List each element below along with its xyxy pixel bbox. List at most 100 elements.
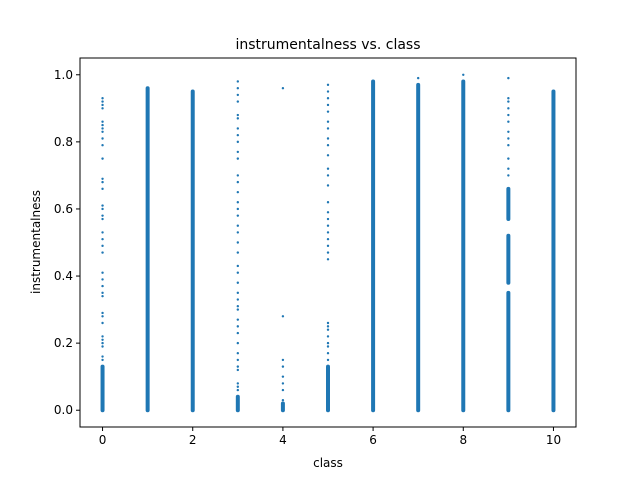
class-0-point-12	[101, 278, 104, 281]
class-4-point-2	[281, 382, 285, 385]
class-3-point-14	[236, 291, 240, 295]
class-3-point-5	[236, 358, 240, 362]
class-0-point-16	[101, 237, 104, 241]
class-0-point-23	[101, 180, 104, 184]
class-3-point-13	[236, 298, 240, 301]
class-3-point-34	[236, 113, 240, 117]
class-5-point-19	[326, 167, 330, 170]
class-3-point-17	[236, 264, 240, 268]
class-3-point-37	[236, 86, 240, 90]
class-9-point-10	[507, 97, 510, 100]
class-0-point-18	[101, 217, 104, 221]
class-0-point-25	[101, 157, 104, 160]
y-tick-label: 0.6	[54, 202, 73, 216]
x-axis: 0 2 4 6 8 10	[99, 427, 561, 447]
class-4-point-6	[281, 315, 285, 318]
y-tick-label: 0.4	[54, 269, 73, 283]
class-5-point-4	[326, 335, 330, 338]
x-tick-label: 0	[99, 433, 107, 447]
class-0-point-0	[101, 358, 104, 362]
x-axis-label: class	[313, 456, 343, 470]
class-4-point-0	[281, 398, 285, 402]
class-3-point-32	[236, 127, 240, 130]
class-0-point-19	[101, 214, 104, 217]
class-9-point-1	[507, 167, 510, 170]
class-3-point-30	[236, 140, 240, 144]
class-3-point-24	[236, 201, 240, 204]
class-3-point-25	[236, 190, 240, 194]
class-5-point-14	[326, 217, 330, 221]
class-3-point-10	[236, 318, 240, 321]
y-tick-label: 0.8	[54, 135, 73, 149]
class-0-point-35	[101, 97, 104, 100]
y-tick-label: 0.2	[54, 336, 73, 350]
class-8-point-0	[462, 73, 465, 76]
class-9-point-8	[507, 107, 510, 110]
class-5-point-7	[326, 321, 330, 325]
chart-title: instrumentalness vs. class	[235, 37, 420, 53]
plot-frame	[79, 57, 577, 428]
class-5-point-12	[326, 231, 330, 234]
class-5-point-10	[326, 244, 330, 248]
class-0-point-10	[101, 291, 104, 295]
class-3-point-12	[236, 305, 240, 308]
class-3-point-6	[236, 352, 240, 355]
class-3-point-20	[236, 231, 240, 234]
class-0-point-29	[101, 127, 104, 130]
y-tick-label: 1.0	[54, 68, 73, 82]
class-0-point-21	[101, 204, 104, 207]
y-tick-label: 0.0	[54, 403, 73, 417]
class-5-point-15	[326, 211, 330, 214]
class-5-point-11	[326, 237, 330, 241]
class-3-point-16	[236, 271, 240, 274]
class-3-point-21	[236, 224, 240, 227]
class-5-point-9	[326, 251, 330, 254]
class-5-point-27	[326, 97, 330, 100]
class-3-point-1	[236, 385, 240, 388]
class-0-point-11	[101, 284, 104, 288]
class-3-point-26	[236, 180, 240, 184]
class-5-point-28	[326, 90, 330, 93]
class-4-point-7	[281, 86, 285, 90]
class-0-point-8	[101, 311, 104, 315]
class-0-point-20	[101, 207, 104, 211]
class-5-point-17	[326, 184, 330, 187]
x-tick-label: 2	[189, 433, 197, 447]
class-9-point-9	[507, 100, 510, 103]
class-3-point-19	[236, 241, 240, 244]
class-5-point-18	[326, 174, 330, 177]
class-0-point-1	[101, 355, 104, 358]
class-3-point-33	[236, 117, 240, 120]
class-5-point-16	[326, 201, 330, 204]
class-5-point-25	[326, 110, 330, 113]
class-5-point-3	[326, 341, 330, 345]
class-5-point-20	[326, 154, 330, 157]
class-0-point-33	[101, 103, 104, 107]
class-9-point-3	[507, 144, 510, 147]
class-4-point-1	[281, 388, 285, 392]
class-3-point-2	[236, 382, 240, 385]
class-0-point-27	[101, 137, 104, 140]
y-axis: 0.0 0.2 0.4 0.6 0.8 1.0	[54, 68, 80, 417]
class-0-point-30	[101, 123, 104, 127]
class-3-point-28	[236, 157, 240, 160]
class-0-point-6	[101, 321, 104, 325]
class-5-point-8	[326, 258, 330, 261]
class-0-point-14	[101, 251, 104, 254]
class-5-point-26	[326, 103, 330, 107]
class-3-point-11	[236, 308, 240, 311]
class-3-point-0	[236, 388, 240, 392]
class-9-point-5	[507, 130, 510, 133]
class-5-point-2	[326, 345, 330, 348]
class-3-point-27	[236, 174, 240, 177]
class-0-point-13	[101, 271, 104, 274]
class-0-point-32	[101, 107, 104, 110]
class-3-point-38	[236, 80, 240, 83]
class-4-point-4	[281, 365, 285, 368]
class-0-point-3	[101, 341, 104, 345]
scatter-points	[100, 73, 556, 413]
x-tick-label: 8	[459, 433, 467, 447]
class-5-point-24	[326, 120, 330, 123]
class-3-point-31	[236, 133, 240, 137]
